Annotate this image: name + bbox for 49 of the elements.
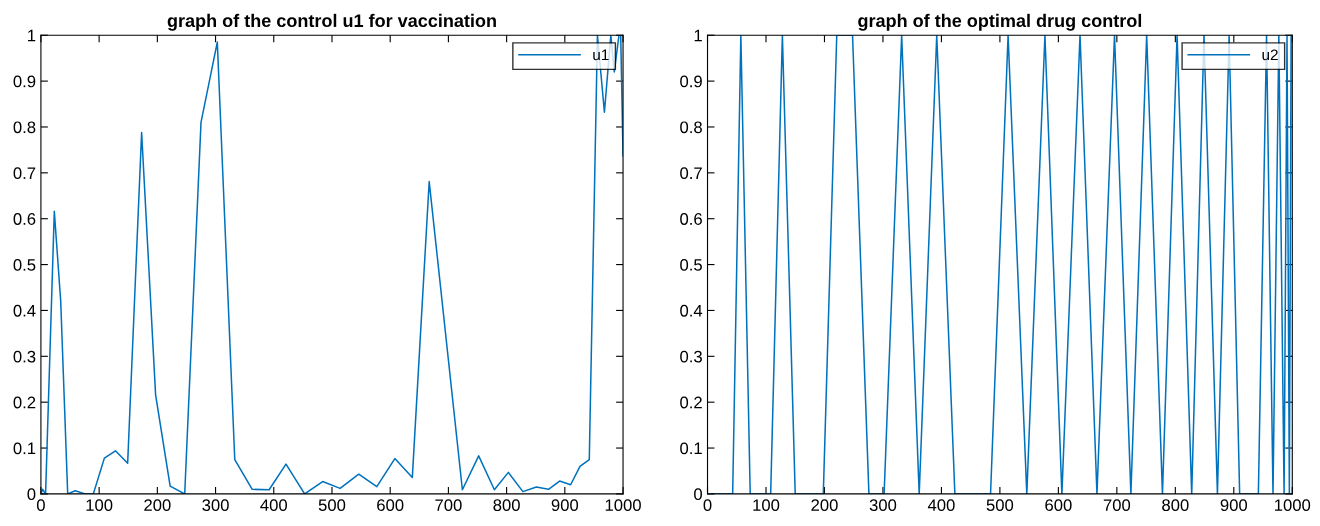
x-tick-label: 800 <box>1162 499 1189 512</box>
legend-label: u1 <box>593 49 609 61</box>
y-tick-label: 0.2 <box>680 396 702 409</box>
y-tick-label: 0.6 <box>680 213 702 225</box>
y-tick-label: 0.6 <box>13 213 36 225</box>
x-tick-label: 700 <box>435 499 462 512</box>
y-tick-label: 0.4 <box>13 304 36 317</box>
y-tick-label: 0.9 <box>680 75 702 88</box>
x-tick-label: 200 <box>144 499 171 512</box>
y-tick-label: 0.4 <box>680 304 703 317</box>
y-tick-label: 0.1 <box>680 442 702 455</box>
y-tick-label: 0.7 <box>13 167 36 180</box>
x-tick-label: 900 <box>1220 499 1248 512</box>
x-tick-label: 1000 <box>1275 499 1311 512</box>
x-tick-label: 800 <box>493 499 520 512</box>
y-tick-label: 0.7 <box>680 167 702 180</box>
y-tick-label: 0.3 <box>680 350 702 363</box>
x-tick-label: 400 <box>927 499 955 512</box>
legend-label: u2 <box>1262 49 1278 61</box>
y-tick-label: 0.3 <box>13 350 36 363</box>
x-tick-label: 300 <box>869 499 897 512</box>
x-tick-label: 0 <box>703 499 712 512</box>
x-tick-label: 0 <box>36 499 45 512</box>
x-tick-label: 700 <box>1103 499 1131 512</box>
y-tick-label: 0 <box>27 488 36 501</box>
x-tick-label: 100 <box>753 499 780 512</box>
x-tick-label: 900 <box>551 499 579 512</box>
x-tick-label: 400 <box>260 499 288 512</box>
y-tick-label: 0 <box>694 488 703 501</box>
x-tick-label: 200 <box>811 499 838 512</box>
chart-title: graph of the control u1 for vaccination <box>167 13 496 31</box>
y-tick-label: 1 <box>694 29 702 42</box>
chart-title: graph of the optimal drug control <box>858 13 1142 31</box>
x-tick-label: 500 <box>986 499 1014 512</box>
y-tick-label: 0.5 <box>13 258 36 271</box>
x-tick-label: 1000 <box>605 499 641 512</box>
y-tick-label: 0.8 <box>680 121 702 134</box>
y-tick-label: 0.9 <box>13 75 36 88</box>
y-tick-label: 0.8 <box>13 121 36 134</box>
y-tick-label: 0.2 <box>13 396 36 409</box>
x-tick-label: 500 <box>318 499 346 512</box>
x-tick-label: 100 <box>86 499 113 512</box>
line-series <box>40 35 624 494</box>
x-tick-label: 300 <box>202 499 229 512</box>
y-tick-label: 1 <box>28 29 36 42</box>
y-tick-label: 0.1 <box>13 442 36 455</box>
y-tick-label: 0.5 <box>680 258 702 271</box>
x-tick-label: 600 <box>377 499 404 512</box>
x-tick-label: 600 <box>1045 499 1072 512</box>
